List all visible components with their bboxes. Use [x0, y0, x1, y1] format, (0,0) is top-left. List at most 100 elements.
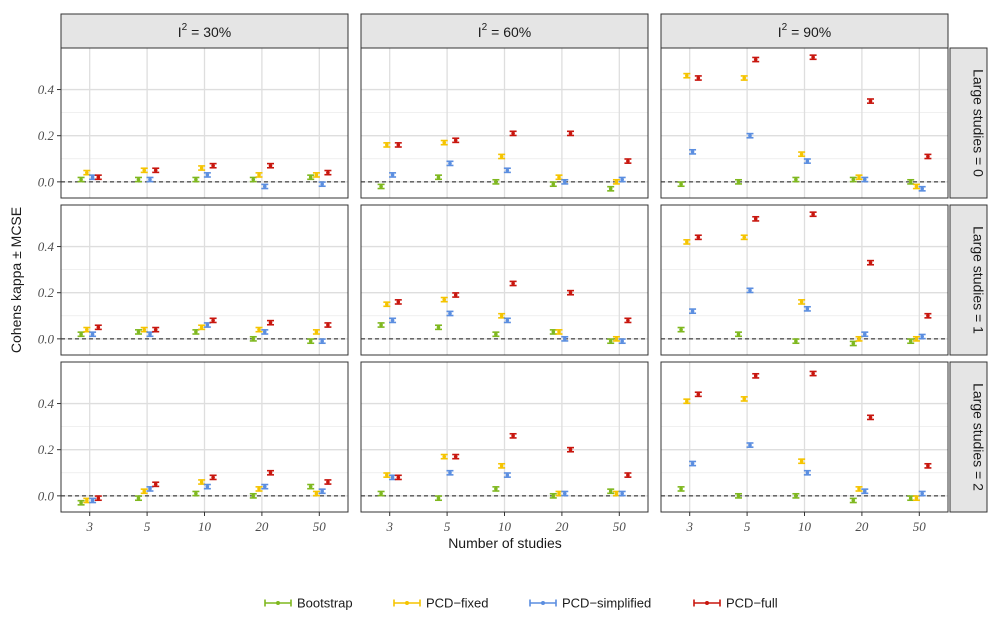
data-point	[198, 165, 206, 171]
panel	[60, 204, 349, 356]
point-marker	[194, 330, 198, 334]
point-marker	[385, 473, 389, 477]
point-marker	[742, 397, 747, 401]
column-strip-label: I2 = 30%	[178, 22, 231, 40]
data-point	[192, 490, 200, 497]
data-point	[752, 215, 760, 222]
data-point	[677, 181, 685, 188]
data-point	[798, 151, 806, 158]
data-point	[267, 469, 275, 476]
panel	[60, 361, 349, 513]
data-point	[918, 333, 926, 340]
point-marker	[811, 55, 815, 60]
data-point	[734, 178, 742, 185]
point-marker	[811, 212, 815, 217]
data-point	[607, 185, 615, 192]
point-marker	[390, 318, 395, 323]
data-point	[377, 490, 385, 497]
point-marker	[562, 337, 567, 341]
y-tick-label: 0.2	[38, 285, 55, 300]
data-point	[694, 234, 702, 241]
data-point	[434, 174, 442, 181]
y-axis-title: Cohens kappa ± MCSE	[8, 207, 24, 353]
data-point	[312, 490, 320, 497]
point-marker	[211, 163, 215, 168]
point-marker	[908, 180, 913, 184]
data-point	[803, 305, 811, 312]
point-marker	[326, 480, 330, 484]
data-point	[689, 308, 697, 315]
point-marker	[148, 487, 152, 491]
x-tick-label: 20	[555, 519, 569, 534]
row-strip: Large studies = 1	[949, 204, 988, 356]
column-strip-label: I2 = 60%	[478, 22, 531, 40]
data-point	[492, 178, 500, 185]
data-point	[607, 338, 615, 345]
point-marker	[448, 311, 452, 316]
panel-border	[660, 47, 949, 199]
data-point	[752, 372, 760, 379]
panel	[660, 47, 949, 199]
point-marker	[85, 170, 89, 175]
data-point	[607, 488, 615, 495]
x-tick-label: 10	[498, 519, 512, 534]
x-tick-label: 20	[855, 519, 869, 534]
point-marker	[153, 482, 158, 487]
data-point	[924, 462, 932, 469]
data-point	[307, 338, 315, 345]
legend-label: PCD−full	[726, 596, 778, 611]
y-axis-ticks: 0.0 0.2 0.4 0.0 0.2 0.4 0.0 0.2 0.4	[38, 82, 61, 503]
data-point	[434, 495, 442, 502]
point-marker	[851, 498, 856, 503]
data-point	[503, 472, 511, 478]
point-marker	[690, 461, 695, 466]
data-point	[740, 75, 748, 81]
data-point	[152, 326, 160, 333]
point-marker	[696, 235, 701, 240]
column-strip-label: I2 = 90%	[778, 22, 831, 40]
data-point	[549, 492, 557, 499]
data-point	[434, 324, 442, 331]
point-marker	[136, 330, 141, 334]
point-marker	[199, 166, 204, 170]
panel	[60, 47, 349, 199]
data-point	[618, 490, 626, 497]
data-point	[734, 492, 742, 499]
panels	[60, 47, 949, 513]
data-point	[855, 486, 863, 492]
data-point	[677, 486, 685, 492]
point-marker	[926, 154, 930, 159]
point-marker	[857, 487, 861, 491]
data-point	[440, 139, 448, 146]
data-point	[683, 398, 691, 405]
point-marker	[262, 484, 267, 489]
data-point	[867, 98, 875, 104]
data-point	[203, 172, 211, 178]
data-point	[792, 492, 800, 499]
panel	[360, 361, 649, 513]
point-marker	[257, 487, 261, 491]
data-point	[77, 499, 85, 506]
legend-item: PCD−fixed	[393, 596, 489, 611]
point-marker	[385, 302, 389, 307]
legend-marker	[705, 601, 709, 605]
point-marker	[257, 327, 261, 332]
data-point	[694, 75, 702, 81]
data-point	[803, 158, 811, 164]
point-marker	[908, 496, 913, 500]
point-marker	[685, 73, 689, 78]
column-strips: I2 = 30% I2 = 60% I2 = 90%	[60, 13, 949, 49]
data-point	[389, 317, 397, 324]
point-marker	[736, 180, 741, 184]
point-marker	[262, 330, 267, 334]
legend-item: Bootstrap	[264, 596, 353, 611]
legend-item: PCD−simplified	[529, 596, 651, 611]
data-point	[918, 490, 926, 497]
data-point	[683, 72, 691, 79]
point-marker	[499, 313, 504, 318]
data-point	[89, 331, 97, 338]
point-marker	[614, 180, 619, 184]
data-point	[198, 324, 206, 331]
x-tick-label: 3	[85, 519, 93, 534]
